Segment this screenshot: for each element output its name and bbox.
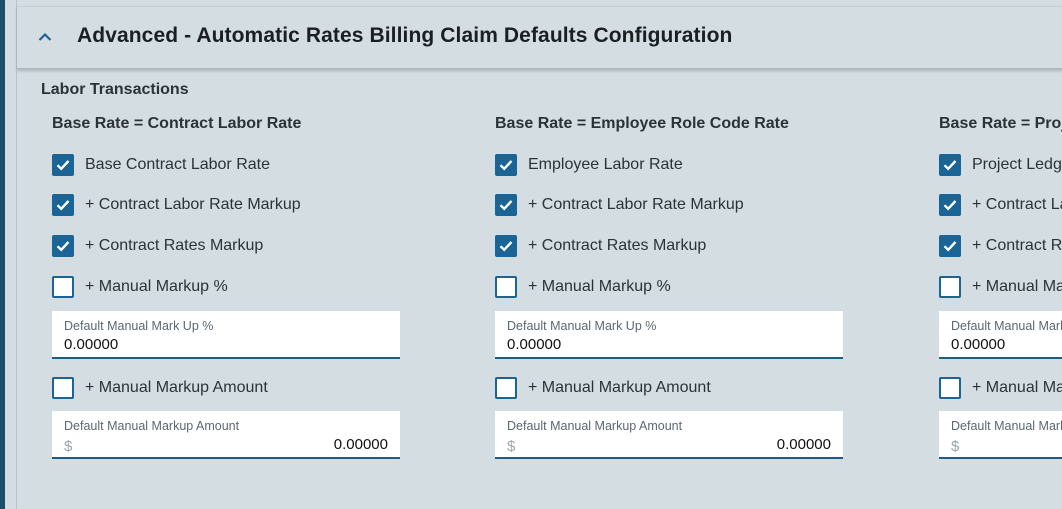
column-title: Base Rate = Contract Labor Rate	[52, 115, 302, 132]
checkmark-icon	[499, 241, 513, 252]
checkbox-row-base-contract-labor-rate[interactable]: Base Contract Labor Rate	[52, 153, 270, 177]
rate-column-employee-role-code: Base Rate = Employee Role Code Rate Empl…	[495, 0, 855, 509]
left-rail	[0, 0, 5, 509]
checkbox-row-contract-labor-rate-markup[interactable]: + Contract Labor Rate Markup	[495, 193, 744, 217]
checkbox[interactable]	[495, 235, 517, 257]
checkbox[interactable]	[939, 377, 961, 399]
checkmark-icon	[56, 200, 70, 211]
panel-header[interactable]: Advanced - Automatic Rates Billing Claim…	[17, 6, 1062, 69]
column-title: Base Rate = Employee Role Code Rate	[495, 115, 789, 132]
default-manual-markup-amount-field[interactable]: Default Manual Markup Amount $	[939, 411, 1062, 459]
default-manual-markup-percent-field[interactable]: Default Manual Mark Up %	[52, 311, 400, 359]
checkmark-icon	[56, 160, 70, 171]
checkbox-row-manual-markup-amount[interactable]: + Manual Markup Amount	[495, 376, 711, 400]
checkbox[interactable]	[939, 154, 961, 176]
checkbox-row-contract-rates-markup[interactable]: + Contract Rates Markup	[939, 234, 1062, 258]
checkmark-icon	[943, 160, 957, 171]
checkbox[interactable]	[52, 194, 74, 216]
checkbox-row-manual-markup-percent[interactable]: + Manual Markup %	[495, 275, 671, 299]
checkbox-row-contract-rates-markup[interactable]: + Contract Rates Markup	[52, 234, 263, 258]
markup-percent-input[interactable]	[951, 336, 1062, 353]
rail-gap	[5, 0, 16, 509]
rate-column-project-ledger: Base Rate = Project Ledger Rate Project …	[939, 0, 1062, 509]
checkbox-label: + Manual Markup Amount	[972, 379, 1062, 396]
field-label: Default Manual Markup Amount	[951, 419, 1062, 433]
currency-prefix: $	[64, 438, 73, 455]
markup-percent-input[interactable]	[64, 336, 390, 353]
field-label: Default Manual Markup Amount	[507, 419, 683, 433]
checkbox[interactable]	[495, 377, 517, 399]
checkmark-icon	[499, 160, 513, 171]
checkbox[interactable]	[52, 154, 74, 176]
checkbox[interactable]	[495, 154, 517, 176]
checkbox[interactable]	[939, 194, 961, 216]
default-manual-markup-amount-field[interactable]: Default Manual Markup Amount $	[495, 411, 843, 459]
column-title: Base Rate = Project Ledger Rate	[939, 115, 1062, 132]
checkbox-label: Project Ledger Rate	[972, 156, 1062, 173]
markup-amount-input[interactable]	[969, 436, 1062, 453]
checkbox-label: + Contract Rates Markup	[972, 237, 1062, 254]
field-label: Default Manual Mark Up %	[64, 319, 214, 333]
page-title: Advanced - Automatic Rates Billing Claim…	[77, 24, 733, 47]
markup-amount-input[interactable]	[525, 436, 831, 453]
checkbox-row-employee-labor-rate[interactable]: Employee Labor Rate	[495, 153, 683, 177]
checkbox[interactable]	[52, 276, 74, 298]
checkbox[interactable]	[939, 276, 961, 298]
checkbox[interactable]	[495, 276, 517, 298]
checkbox[interactable]	[495, 194, 517, 216]
currency-prefix: $	[507, 438, 516, 455]
currency-prefix: $	[951, 438, 960, 455]
default-manual-markup-amount-field[interactable]: Default Manual Markup Amount $	[52, 411, 400, 459]
checkmark-icon	[499, 200, 513, 211]
checkbox-label: + Contract Labor Rate Markup	[85, 196, 301, 213]
checkbox-label: + Manual Markup %	[972, 278, 1062, 295]
checkbox-label: Employee Labor Rate	[528, 156, 683, 173]
markup-amount-input[interactable]	[82, 436, 388, 453]
default-manual-markup-percent-field[interactable]: Default Manual Mark Up %	[939, 311, 1062, 359]
checkbox[interactable]	[939, 235, 961, 257]
checkbox-label: + Manual Markup Amount	[528, 379, 711, 396]
checkbox-label: + Manual Markup %	[85, 278, 228, 295]
field-label: Default Manual Mark Up %	[507, 319, 657, 333]
chevron-up-icon	[38, 32, 52, 41]
checkbox[interactable]	[52, 377, 74, 399]
checkbox[interactable]	[52, 235, 74, 257]
markup-percent-input[interactable]	[507, 336, 833, 353]
checkmark-icon	[943, 241, 957, 252]
section-title-labor-transactions: Labor Transactions	[41, 81, 189, 98]
field-label: Default Manual Markup Amount	[64, 419, 240, 433]
config-panel: Advanced - Automatic Rates Billing Claim…	[16, 0, 1062, 509]
checkbox-label: + Contract Labor Rate Markup	[528, 196, 744, 213]
checkmark-icon	[56, 241, 70, 252]
checkbox-row-manual-markup-amount[interactable]: + Manual Markup Amount	[939, 376, 1062, 400]
checkbox-label: + Contract Rates Markup	[528, 237, 707, 254]
checkmark-icon	[943, 200, 957, 211]
checkbox-row-contract-labor-rate-markup[interactable]: + Contract Labor Rate Markup	[52, 193, 301, 217]
checkbox-row-manual-markup-percent[interactable]: + Manual Markup %	[939, 275, 1062, 299]
checkbox-row-project-ledger-rate[interactable]: Project Ledger Rate	[939, 153, 1062, 177]
checkbox-row-contract-rates-markup[interactable]: + Contract Rates Markup	[495, 234, 706, 258]
checkbox-label: + Manual Markup %	[528, 278, 671, 295]
checkbox-label: + Manual Markup Amount	[85, 379, 268, 396]
checkbox-row-manual-markup-amount[interactable]: + Manual Markup Amount	[52, 376, 268, 400]
checkbox-label: + Contract Rates Markup	[85, 237, 264, 254]
checkbox-label: Base Contract Labor Rate	[85, 156, 270, 173]
field-label: Default Manual Mark Up %	[951, 319, 1062, 333]
default-manual-markup-percent-field[interactable]: Default Manual Mark Up %	[495, 311, 843, 359]
checkbox-label: + Contract Labor Rate Markup	[972, 196, 1062, 213]
checkbox-row-contract-labor-rate-markup[interactable]: + Contract Labor Rate Markup	[939, 193, 1062, 217]
collapse-button[interactable]	[33, 25, 57, 49]
checkbox-row-manual-markup-percent[interactable]: + Manual Markup %	[52, 275, 228, 299]
rate-column-contract-labor: Base Rate = Contract Labor Rate Base Con…	[52, 0, 412, 509]
